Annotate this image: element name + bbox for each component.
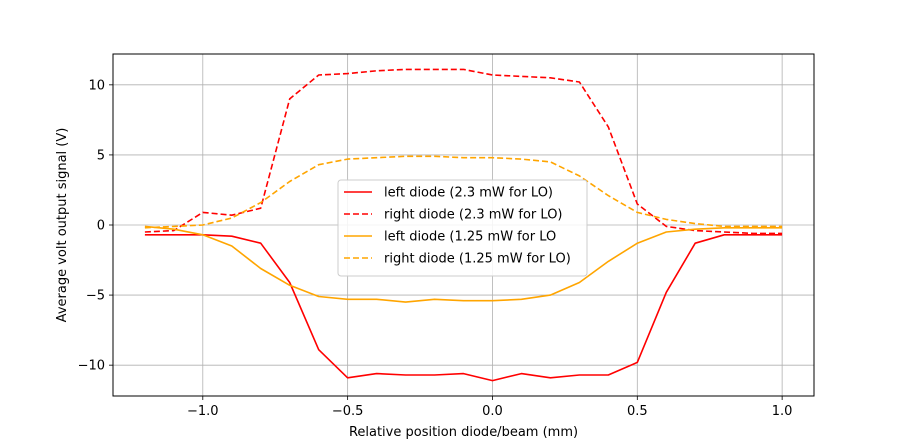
x-tick-label: −0.5: [332, 404, 364, 419]
grid: [113, 54, 814, 396]
axis-ticks: −1.0 −0.5 0.0 0.5 1.0 −10 −5 0 5 10: [78, 78, 793, 419]
x-tick-label: 1.0: [772, 404, 793, 419]
y-tick-label: 10: [88, 78, 105, 93]
legend-entry: left diode (1.25 mW for LO: [384, 230, 556, 245]
legend-entry: right diode (1.25 mW for LO): [384, 252, 571, 267]
series-line-1: [144, 234, 783, 382]
legend: left diode (2.3 mW for LO) right diode (2…: [337, 179, 588, 277]
legend-entry: left diode (2.3 mW for LO): [384, 186, 553, 201]
series-line-3: [144, 225, 783, 303]
plot-series: [144, 68, 783, 382]
legend-box: [337, 179, 588, 277]
y-tick-label: −10: [78, 359, 105, 374]
legend-entry: right diode (2.3 mW for LO): [384, 208, 563, 223]
y-tick-label: 0: [97, 219, 105, 234]
x-axis-label: Relative position diode/beam (mm): [349, 425, 578, 440]
x-tick-label: 0.0: [482, 404, 503, 419]
x-tick-label: −1.0: [187, 404, 219, 419]
y-axis-label: Average volt output signal (V): [55, 128, 70, 323]
y-tick-label: −5: [86, 289, 105, 304]
series-line-2: [144, 68, 783, 235]
y-tick-label: 5: [97, 148, 105, 163]
series-line-4: [144, 155, 783, 229]
x-tick-label: 0.5: [627, 404, 648, 419]
